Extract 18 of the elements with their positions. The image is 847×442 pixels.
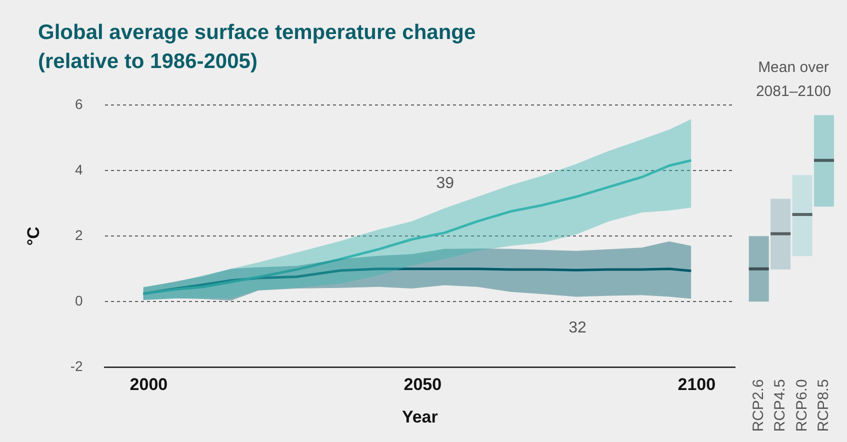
y-tick-label: 6 bbox=[75, 96, 84, 112]
y-tick-label: -2 bbox=[70, 358, 84, 374]
x-axis-title: Year bbox=[402, 407, 438, 426]
x-tick-label: RCP6.0 bbox=[793, 379, 810, 432]
x-tick-label: 2100 bbox=[678, 375, 716, 394]
y-axis-title: °C bbox=[24, 226, 43, 246]
y-tick-label: 0 bbox=[75, 292, 84, 309]
x-tick-label: RCP2.6 bbox=[750, 379, 767, 432]
y-tick-label: 2 bbox=[75, 226, 84, 243]
y-tick-label: 4 bbox=[75, 161, 84, 178]
annotation: 32 bbox=[568, 319, 586, 336]
annotation: 39 bbox=[436, 175, 454, 192]
x-tick-label: RCP4.5 bbox=[772, 379, 789, 432]
x-tick-label: 2000 bbox=[130, 375, 168, 394]
x-tick-label: RCP8.5 bbox=[815, 379, 832, 432]
x-tick-label: 2050 bbox=[404, 375, 442, 394]
chart-title: Global average surface temperature change (relative to 1986-2005) bbox=[38, 20, 477, 75]
chart-title: Mean over 2081–2100 bbox=[754, 58, 832, 102]
